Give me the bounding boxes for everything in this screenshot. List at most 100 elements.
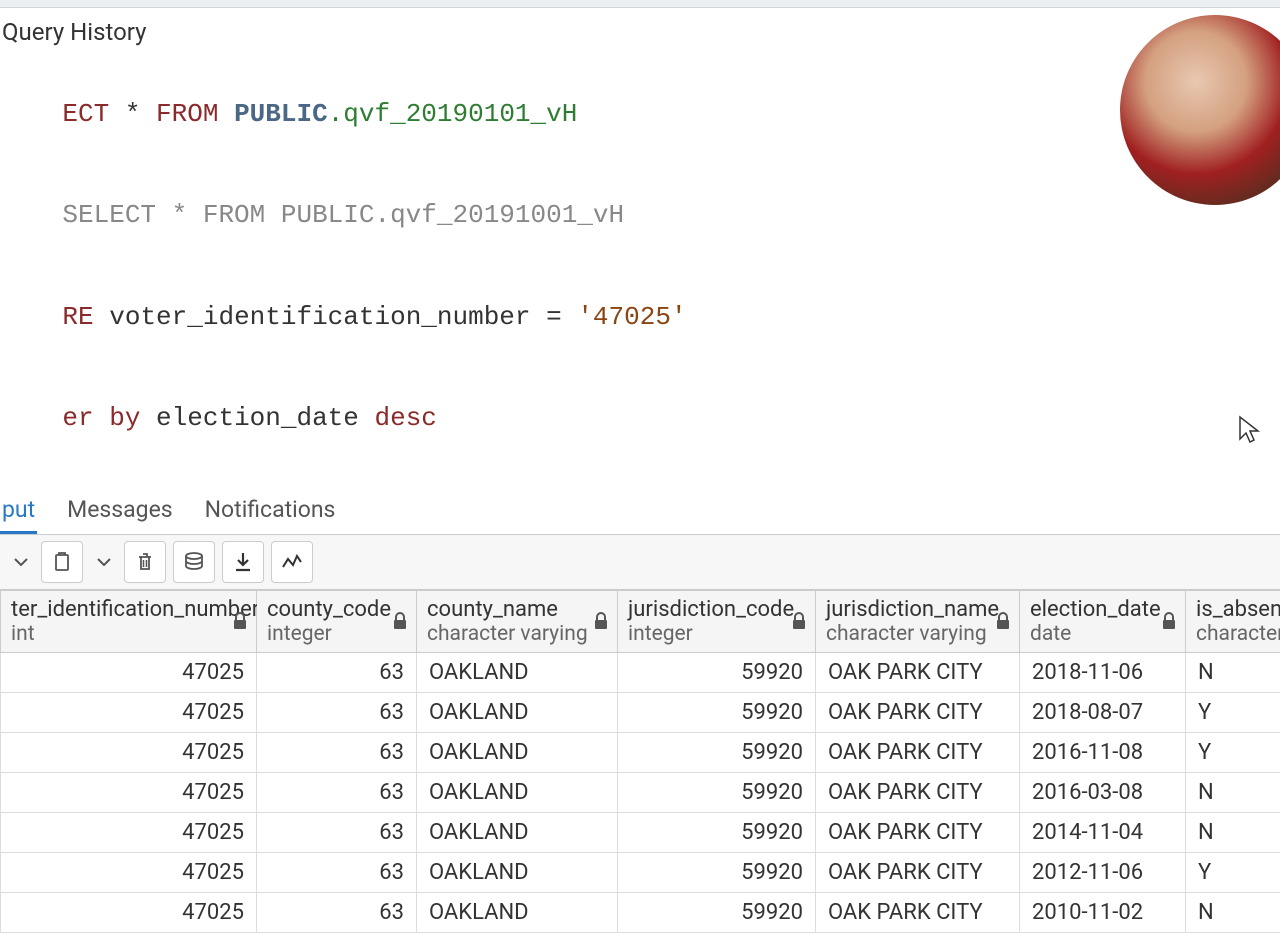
table-cell[interactable]: 47025 bbox=[1, 772, 257, 812]
table-cell[interactable]: 59920 bbox=[618, 812, 816, 852]
sql-editor[interactable]: ECT * FROM PUBLIC.qvf_20190101_vH SELECT… bbox=[0, 56, 1280, 490]
table-cell[interactable]: OAK PARK CITY bbox=[816, 692, 1020, 732]
table-cell[interactable]: N bbox=[1186, 892, 1280, 932]
column-type: int bbox=[11, 622, 246, 646]
column-name: is_absent bbox=[1196, 597, 1280, 622]
table-cell[interactable]: OAK PARK CITY bbox=[816, 652, 1020, 692]
table-cell[interactable]: OAKLAND bbox=[417, 732, 618, 772]
sql-keyword: ECT bbox=[62, 99, 109, 129]
tab-notifications[interactable]: Notifications bbox=[203, 490, 338, 534]
column-header[interactable]: ter_identification_numberint bbox=[1, 590, 257, 652]
column-type: integer bbox=[628, 622, 805, 646]
column-name: county_name bbox=[427, 597, 607, 622]
table-cell[interactable]: N bbox=[1186, 812, 1280, 852]
table-cell[interactable]: 47025 bbox=[1, 652, 257, 692]
table-cell[interactable]: Y bbox=[1186, 852, 1280, 892]
tab-output[interactable]: put bbox=[0, 490, 37, 534]
sql-schema: PUBLIC bbox=[218, 99, 327, 129]
table-cell[interactable]: OAKLAND bbox=[417, 652, 618, 692]
table-cell[interactable]: 47025 bbox=[1, 692, 257, 732]
chart-button[interactable] bbox=[271, 541, 313, 583]
column-type: character varying bbox=[826, 622, 1009, 646]
table-cell[interactable]: 59920 bbox=[618, 732, 816, 772]
table-cell[interactable]: 47025 bbox=[1, 812, 257, 852]
column-header[interactable]: is_absentcharacter bbox=[1186, 590, 1280, 652]
table-cell[interactable]: 47025 bbox=[1, 732, 257, 772]
table-cell[interactable]: OAKLAND bbox=[417, 812, 618, 852]
table-cell[interactable]: 59920 bbox=[618, 852, 816, 892]
table-cell[interactable]: OAKLAND bbox=[417, 892, 618, 932]
window-top-border bbox=[0, 0, 1280, 8]
sql-keyword: er bbox=[62, 403, 93, 433]
query-history-tab[interactable]: Query History bbox=[0, 8, 1280, 56]
table-cell[interactable]: OAK PARK CITY bbox=[816, 812, 1020, 852]
table-row[interactable]: 4702563OAKLAND59920OAK PARK CITY2016-11-… bbox=[1, 732, 1280, 772]
table-cell[interactable]: 59920 bbox=[618, 772, 816, 812]
lock-icon bbox=[232, 612, 248, 630]
sql-keyword: FROM bbox=[140, 99, 218, 129]
table-cell[interactable]: 2010-11-02 bbox=[1020, 892, 1186, 932]
table-cell[interactable]: 2018-08-07 bbox=[1020, 692, 1186, 732]
table-cell[interactable]: OAK PARK CITY bbox=[816, 852, 1020, 892]
table-cell[interactable]: OAKLAND bbox=[417, 852, 618, 892]
column-name: jurisdiction_name bbox=[826, 597, 1009, 622]
table-cell[interactable]: OAK PARK CITY bbox=[816, 892, 1020, 932]
column-type: character bbox=[1196, 622, 1280, 646]
sql-comment: SELECT * FROM PUBLIC.qvf_20191001_vH bbox=[62, 200, 624, 230]
table-cell[interactable]: 63 bbox=[257, 732, 417, 772]
dropdown-button-2[interactable] bbox=[83, 541, 125, 583]
table-row[interactable]: 4702563OAKLAND59920OAK PARK CITY2018-08-… bbox=[1, 692, 1280, 732]
table-cell[interactable]: 63 bbox=[257, 852, 417, 892]
table-cell[interactable]: OAK PARK CITY bbox=[816, 732, 1020, 772]
tab-messages[interactable]: Messages bbox=[65, 490, 175, 534]
table-cell[interactable]: Y bbox=[1186, 732, 1280, 772]
table-cell[interactable]: OAK PARK CITY bbox=[816, 772, 1020, 812]
table-cell[interactable]: 2012-11-06 bbox=[1020, 852, 1186, 892]
table-cell[interactable]: 63 bbox=[257, 652, 417, 692]
dropdown-button-1[interactable] bbox=[0, 541, 42, 583]
column-header[interactable]: jurisdiction_namecharacter varying bbox=[816, 590, 1020, 652]
result-tabs: put Messages Notifications bbox=[0, 490, 1280, 535]
download-button[interactable] bbox=[222, 541, 264, 583]
table-row[interactable]: 4702563OAKLAND59920OAK PARK CITY2016-03-… bbox=[1, 772, 1280, 812]
table-cell[interactable]: 63 bbox=[257, 692, 417, 732]
column-name: election_date bbox=[1030, 597, 1175, 622]
save-db-button[interactable] bbox=[173, 541, 215, 583]
table-cell[interactable]: 2016-03-08 bbox=[1020, 772, 1186, 812]
column-header[interactable]: county_namecharacter varying bbox=[417, 590, 618, 652]
column-name: ter_identification_number bbox=[11, 597, 246, 622]
copy-button[interactable] bbox=[41, 541, 83, 583]
table-cell[interactable]: 63 bbox=[257, 812, 417, 852]
column-header[interactable]: election_datedate bbox=[1020, 590, 1186, 652]
table-cell[interactable]: 2018-11-06 bbox=[1020, 652, 1186, 692]
table-cell[interactable]: 2014-11-04 bbox=[1020, 812, 1186, 852]
table-cell[interactable]: 59920 bbox=[618, 692, 816, 732]
table-row[interactable]: 4702563OAKLAND59920OAK PARK CITY2012-11-… bbox=[1, 852, 1280, 892]
table-cell[interactable]: Y bbox=[1186, 692, 1280, 732]
column-header[interactable]: county_codeinteger bbox=[257, 590, 417, 652]
table-cell[interactable]: 63 bbox=[257, 772, 417, 812]
table-cell[interactable]: N bbox=[1186, 652, 1280, 692]
table-row[interactable]: 4702563OAKLAND59920OAK PARK CITY2014-11-… bbox=[1, 812, 1280, 852]
sql-text: election_date bbox=[140, 403, 374, 433]
delete-button[interactable] bbox=[124, 541, 166, 583]
table-cell[interactable]: 47025 bbox=[1, 892, 257, 932]
table-cell[interactable]: 47025 bbox=[1, 852, 257, 892]
sql-keyword: by bbox=[94, 403, 141, 433]
table-cell[interactable]: 59920 bbox=[618, 652, 816, 692]
sql-keyword: desc bbox=[375, 403, 437, 433]
sql-text: * bbox=[109, 99, 140, 129]
table-cell[interactable]: 2016-11-08 bbox=[1020, 732, 1186, 772]
column-header[interactable]: jurisdiction_codeinteger bbox=[618, 590, 816, 652]
table-cell[interactable]: OAKLAND bbox=[417, 692, 618, 732]
table-cell[interactable]: 59920 bbox=[618, 892, 816, 932]
sql-text: voter_identification_number = bbox=[94, 302, 578, 332]
table-row[interactable]: 4702563OAKLAND59920OAK PARK CITY2018-11-… bbox=[1, 652, 1280, 692]
column-type: date bbox=[1030, 622, 1175, 646]
table-cell[interactable]: OAKLAND bbox=[417, 772, 618, 812]
table-row[interactable]: 4702563OAKLAND59920OAK PARK CITY2010-11-… bbox=[1, 892, 1280, 932]
lock-icon bbox=[1161, 612, 1177, 630]
sql-string: '47025' bbox=[577, 302, 686, 332]
table-cell[interactable]: N bbox=[1186, 772, 1280, 812]
table-cell[interactable]: 63 bbox=[257, 892, 417, 932]
